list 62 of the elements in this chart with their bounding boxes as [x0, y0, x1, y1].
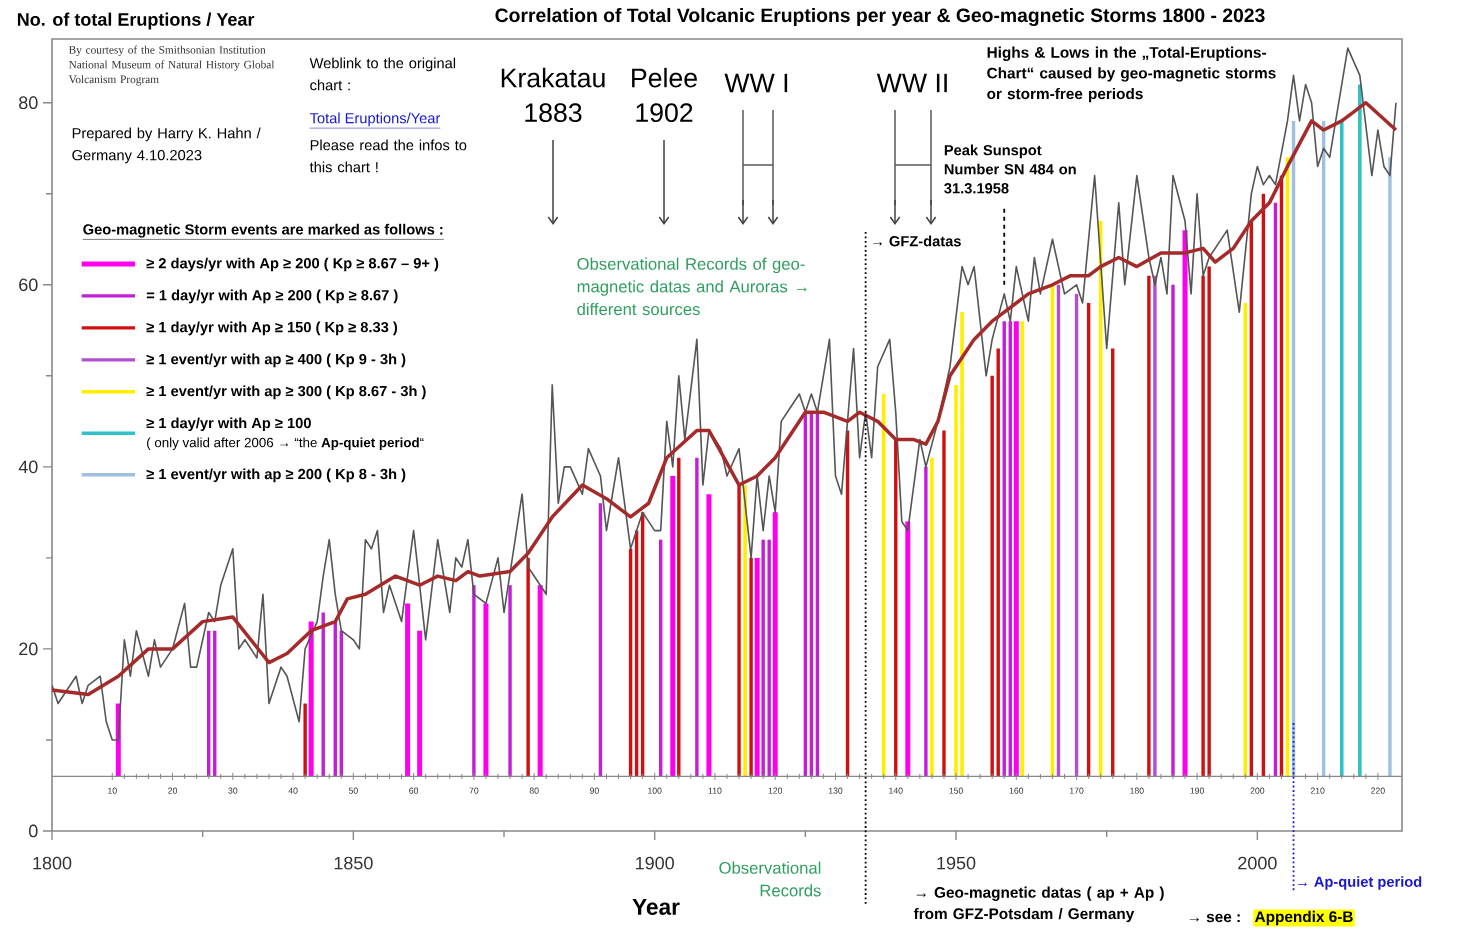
x2-tick-label: 30 — [228, 787, 238, 794]
y-tick-label: 60 — [19, 278, 38, 292]
ref-line-label: Peak Sunspot Number SN 484 on 31.3.1958 — [944, 144, 1076, 194]
text: → see : — [1189, 913, 1240, 923]
legend-label: ≥ 1 day/yr with Ap ≥ 100 — [146, 417, 311, 432]
x2-tick-label: 120 — [768, 787, 783, 794]
annotation: Weblink to the original chart : — [309, 57, 456, 91]
x2-tick-label: 140 — [889, 787, 903, 794]
x-tick-label: 2000 — [1238, 856, 1277, 870]
y-tick-label: 20 — [19, 642, 38, 656]
x2-tick-label: 150 — [949, 787, 963, 794]
legend-label: ≥ 2 days/yr with Ap ≥ 200 ( Kp ≥ 8.67 – 9+ ) — [146, 257, 439, 272]
legend-label: ≥ 1 event/yr with ap ≥ 400 ( Kp 9 - 3h ) — [146, 353, 406, 368]
legend-label: ≥ 1 event/yr with ap ≥ 300 ( Kp 8.67 - 3h ) — [146, 385, 426, 400]
annotation: WW I — [724, 73, 788, 93]
text: → Geo-magnetic datas ( ap + Ap ) from GFZ-Potsdam / Germany — [913, 886, 1164, 923]
ref-line-label: → Ap-quiet period — [1298, 876, 1422, 890]
annotation: Pelee 1902 — [632, 67, 697, 123]
annotation: WW II — [876, 73, 947, 93]
x2-tick-label: 70 — [469, 787, 479, 794]
text: Appendix 6-B — [1254, 910, 1353, 926]
x2-tick-label: 190 — [1190, 787, 1204, 794]
y-tick-label: 40 — [18, 460, 38, 474]
x-tick-label: 1800 — [33, 856, 72, 870]
x2-tick-label: 160 — [1009, 787, 1024, 794]
x2-tick-label: 10 — [108, 787, 117, 794]
x-tick-label: 1850 — [334, 856, 373, 870]
legend-label: ≥ 1 event/yr with ap ≥ 200 ( Kp 8 - 3h ) — [146, 468, 406, 483]
x2-tick-label: 100 — [648, 787, 662, 794]
legend-label: ≥ 1 day/yr with Ap ≥ 150 ( Kp ≥ 8.33 ) — [146, 321, 398, 336]
x2-tick-label: 50 — [348, 787, 358, 794]
annotation: ( only valid after 2006 → “the Ap-quiet period“ — [147, 437, 424, 450]
annotation: Krakatau 1883 — [501, 67, 605, 123]
chart-title: Correlation of Total Volcanic Eruptions per year & Geo-magnetic Storms 1800 - 2023 — [495, 7, 1265, 27]
x2-tick-label: 200 — [1250, 787, 1265, 794]
x2-tick-label: 110 — [708, 787, 722, 794]
annotation: Total Eruptions/Year — [309, 112, 441, 127]
x-tick-label: 1900 — [636, 856, 674, 870]
annotation: By courtesy of the Smithsonian Institution National Museum of Natural History Global Volcanism Program — [68, 45, 275, 86]
annotation: Highs & Lows in the „Total-Eruptions-Chart“ caused by geo-magnetic storms or storm-free periods — [987, 46, 1276, 103]
y-tick-label: 0 — [29, 824, 38, 838]
x2-tick-label: 20 — [168, 787, 178, 794]
y-axis-title: No. of total Eruptions / Year — [17, 12, 255, 30]
x2-tick-label: 180 — [1130, 787, 1144, 794]
x2-tick-label: 220 — [1371, 787, 1385, 794]
annotation: Please read the infos to this chart ! — [309, 139, 467, 173]
x2-tick-label: 60 — [409, 787, 419, 794]
y-tick-label: 80 — [19, 96, 38, 110]
ref-line-label: → GFZ-datas — [873, 235, 961, 247]
legend-label: = 1 day/yr with Ap ≥ 200 ( Kp ≥ 8.67 ) — [146, 289, 398, 304]
x2-tick-label: 80 — [529, 787, 539, 794]
x-tick-label: 1950 — [937, 856, 976, 870]
x2-tick-label: 170 — [1070, 787, 1084, 794]
legend-title: Geo-magnetic Storm events are marked as follows : — [83, 223, 443, 238]
annotation: Observational Records of geo-magnetic datas and Auroras → different sources — [577, 257, 807, 316]
x2-tick-label: 90 — [590, 787, 599, 794]
annotation: Prepared by Harry K. Hahn / Germany 4.10.2023 — [72, 127, 261, 164]
x2-tick-label: 130 — [828, 787, 843, 794]
x-axis-title: Year — [632, 899, 680, 915]
x2-tick-label: 40 — [288, 787, 298, 794]
x2-tick-label: 210 — [1310, 787, 1325, 794]
text: Observational Records — [719, 861, 821, 897]
